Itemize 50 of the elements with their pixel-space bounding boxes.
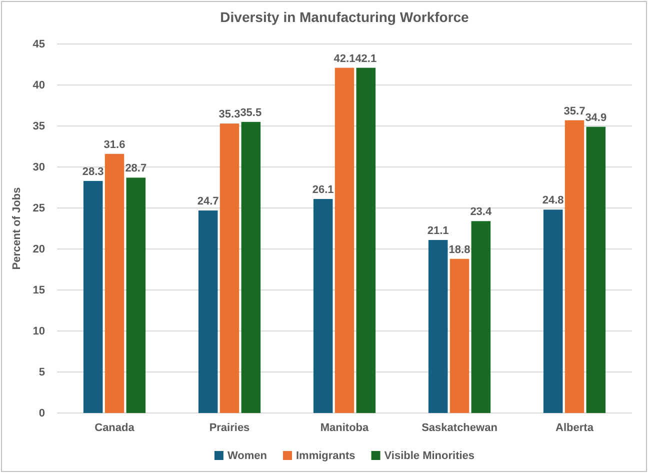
bar (471, 221, 491, 413)
bar (83, 180, 103, 413)
y-tick-label: 20 (32, 244, 45, 256)
x-tick-label: Prairies (209, 422, 250, 434)
bar (198, 210, 218, 413)
bar (220, 124, 240, 413)
legend-label: Visible Minorities (384, 450, 475, 462)
y-tick-label: 10 (32, 326, 45, 338)
legend-label: Immigrants (296, 450, 356, 462)
x-tick-label: Manitoba (320, 422, 370, 434)
y-tick-label: 15 (32, 284, 45, 297)
bar (356, 68, 376, 413)
data-label: 18.8 (448, 244, 470, 256)
y-tick-label: 5 (38, 366, 45, 379)
data-label: 24.7 (197, 195, 219, 208)
y-tick-label: 35 (32, 120, 45, 133)
bar (428, 240, 448, 413)
y-tick-label: 25 (32, 202, 45, 215)
bar (126, 178, 146, 413)
data-label: 26.1 (312, 184, 334, 196)
data-label: 21.1 (427, 224, 449, 237)
bar (334, 68, 354, 413)
y-tick-label: 45 (32, 38, 45, 51)
x-tick-label: Canada (94, 422, 136, 434)
bar (104, 154, 124, 413)
chart-title: Diversity in Manufacturing Workforce (220, 9, 470, 25)
data-label: 42.1 (355, 52, 377, 65)
x-tick-label: Alberta (556, 422, 594, 434)
x-tick-label: Saskatchewan (422, 422, 498, 434)
data-label: 28.7 (125, 162, 147, 175)
bar (586, 126, 606, 413)
data-label: 42.1 (334, 52, 356, 65)
legend-label: Women (227, 450, 268, 462)
data-label: 23.4 (470, 206, 492, 218)
data-label: 34.9 (585, 112, 607, 124)
bar (313, 198, 333, 413)
data-label: 28.3 (82, 166, 104, 178)
bar (450, 258, 470, 413)
data-label: 24.8 (542, 194, 564, 207)
data-label: 35.5 (240, 106, 262, 119)
data-label: 35.3 (218, 108, 240, 121)
bar (564, 120, 584, 413)
data-label: 35.7 (564, 105, 586, 118)
y-tick-label: 0 (38, 408, 45, 420)
y-axis-title: Percent of Jobs (11, 187, 23, 270)
y-tick-label: 40 (32, 80, 45, 92)
bar (543, 210, 563, 413)
data-label: 31.6 (104, 138, 126, 151)
bar (241, 122, 261, 413)
y-tick-label: 30 (32, 162, 45, 174)
